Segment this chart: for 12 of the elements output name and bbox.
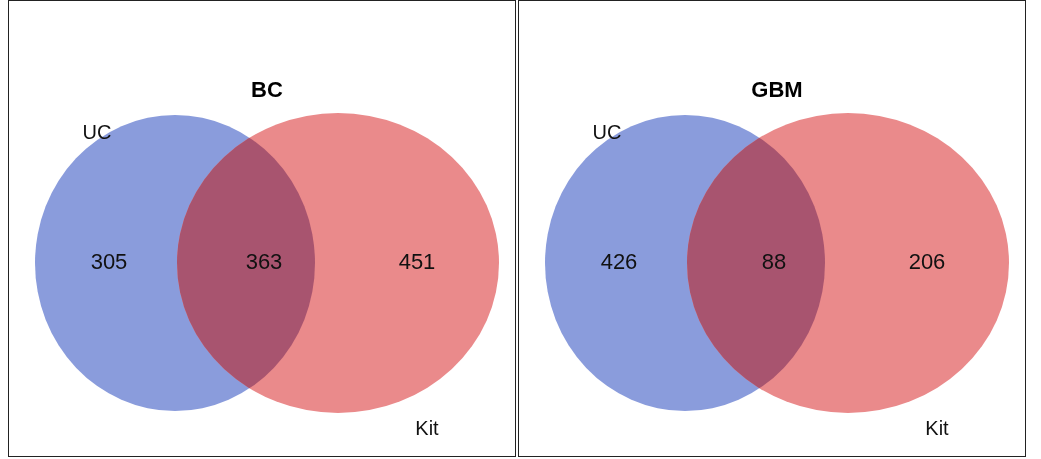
data-label: 206 xyxy=(908,249,946,275)
text: BC xyxy=(251,77,283,103)
data-label: 305 xyxy=(90,249,128,275)
text: Kit xyxy=(415,416,440,439)
data-label: 426 xyxy=(600,249,638,275)
text: Kit xyxy=(925,416,950,439)
text: GBM xyxy=(751,77,803,103)
text: UC xyxy=(592,120,622,143)
data-label: 88 xyxy=(761,249,787,275)
data-label: 451 xyxy=(398,249,436,275)
data-label: 363 xyxy=(245,249,283,275)
text: UC xyxy=(82,120,112,143)
